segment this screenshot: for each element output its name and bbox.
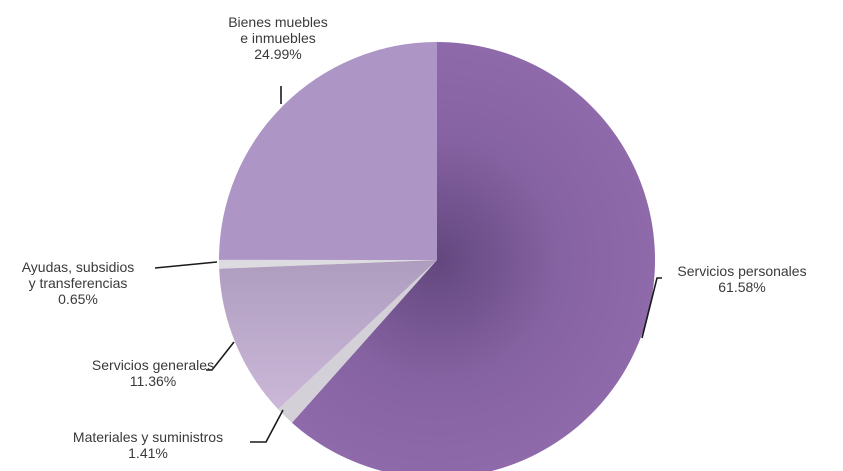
pie-slice-materiales-y-suministros	[278, 260, 437, 423]
slice-label-bienes-muebles-e-inmuebles: Bienes muebles e inmuebles 24.99%	[228, 14, 328, 62]
slice-value-label: 11.36%	[130, 373, 176, 389]
slice-category-label: e inmuebles	[240, 30, 316, 46]
slice-category-label: Bienes muebles	[228, 14, 328, 30]
pie-slice-bienes-muebles-e-inmuebles	[219, 42, 437, 260]
slice-category-label: Servicios generales	[92, 357, 214, 373]
leader-line-materiales-y-suministros	[250, 409, 284, 443]
leader-line-servicios-generales	[206, 341, 235, 371]
pie-slice-ayudas-subsidios-y-transferencias	[218, 259, 437, 269]
pie-slice-shading	[219, 260, 437, 410]
slice-value-label: 24.99%	[254, 46, 301, 62]
slice-value-label: 0.65%	[58, 291, 98, 307]
leader-line-ayudas-subsidios-y-transferencias	[154, 261, 218, 269]
slice-value-label: 1.41%	[128, 445, 168, 461]
slice-label-materiales-y-suministros: Materiales y suministros 1.41%	[73, 429, 223, 461]
slice-label-servicios-personales: Servicios personales 61.58%	[677, 263, 806, 295]
leader-line-servicios-personales	[641, 277, 662, 339]
slice-label-servicios-generales: Servicios generales 11.36%	[92, 357, 214, 389]
slice-value-label: 61.58%	[718, 279, 765, 295]
slice-category-label: Servicios personales	[677, 263, 806, 279]
slice-category-label: y transferencias	[29, 275, 128, 291]
slice-category-label: Ayudas, subsidios	[22, 259, 135, 275]
pie-slice-shading	[291, 42, 656, 471]
slice-category-label: Materiales y suministros	[73, 429, 223, 445]
slice-label-ayudas-subsidios-y-transferencias: Ayudas, subsidios y transferencias 0.65%	[22, 259, 135, 307]
